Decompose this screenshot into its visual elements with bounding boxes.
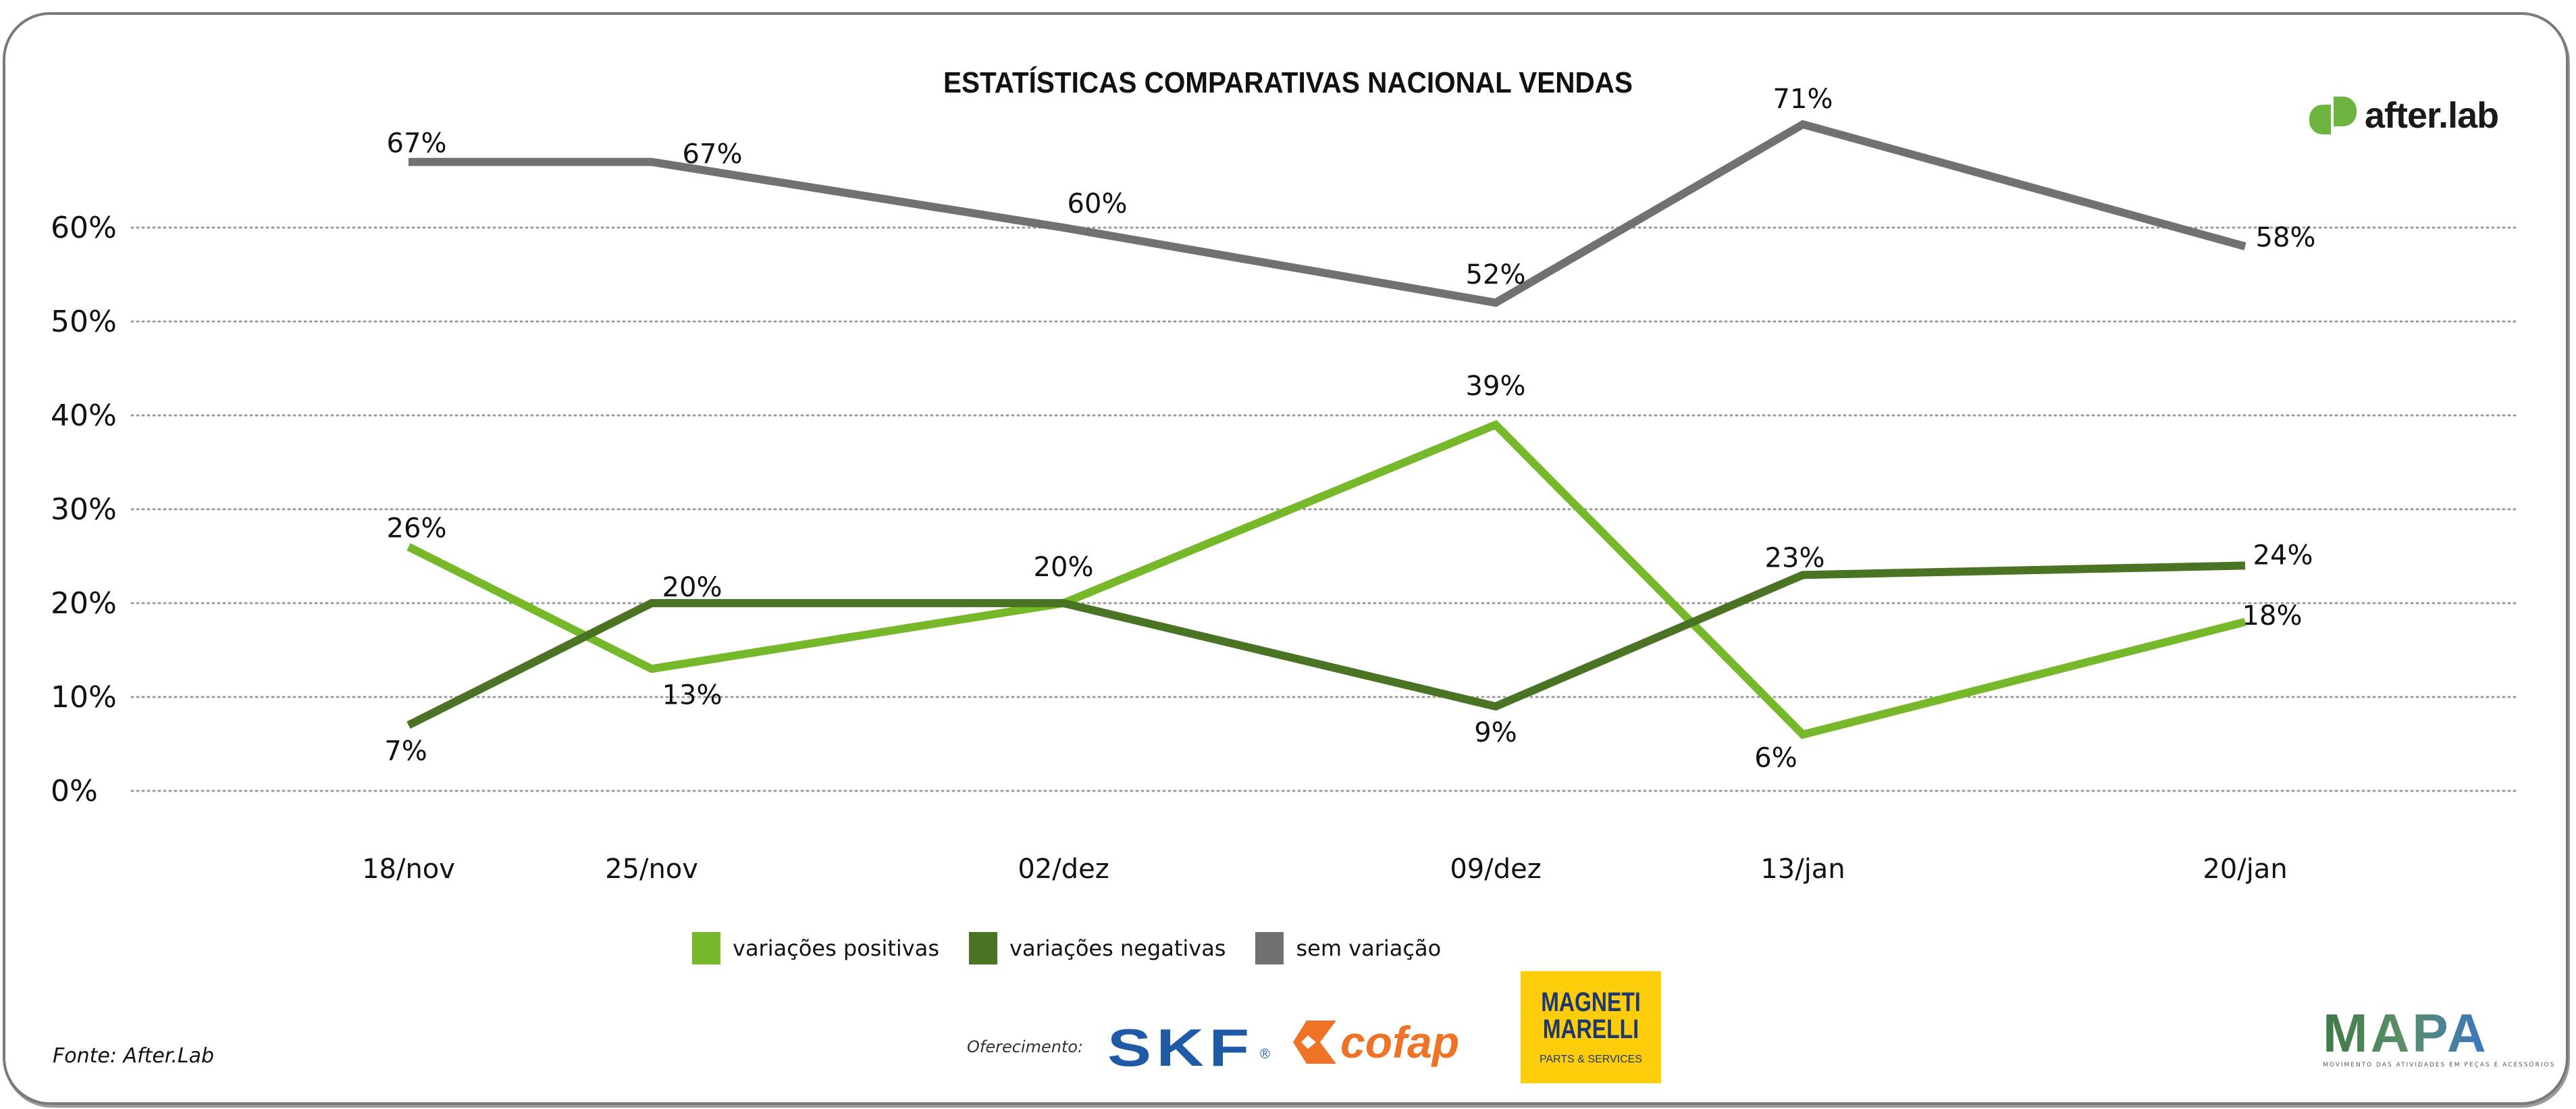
y-tick-label: 50% — [51, 305, 117, 339]
y-tick-label: 60% — [51, 211, 117, 245]
x-tick-label: 09/dez — [1450, 854, 1541, 885]
data-label: 60% — [1068, 188, 1128, 220]
y-tick-label: 20% — [51, 586, 117, 621]
data-label: 71% — [1773, 84, 1833, 115]
magneti-marelli-logo: MAGNETI MARELLI PARTS & SERVICES — [1521, 971, 1661, 1083]
cofap-logo: cofap — [1293, 1016, 1459, 1068]
legend-swatch-negative — [969, 932, 998, 964]
legend: variações positivas variações negativas … — [692, 932, 1471, 964]
data-label: 67% — [683, 139, 743, 170]
data-label: 39% — [1466, 371, 1526, 402]
mapa-logo-subtitle: MOVIMENTO DAS ATIVIDADES EM PEÇAS E ACES… — [2323, 1062, 2556, 1068]
legend-label-negative: variações negativas — [1009, 935, 1226, 961]
marelli-parts-services: PARTS & SERVICES — [1539, 1054, 1643, 1065]
afterlab-logo: after.lab — [2309, 95, 2499, 136]
x-tick-label: 20/jan — [2203, 854, 2287, 885]
x-tick-label: 02/dez — [1018, 854, 1109, 885]
legend-item-positive: variações positivas — [692, 932, 939, 964]
x-axis: 18/nov 25/nov 02/dez 09/dez 13/jan 20/jan — [362, 854, 2288, 885]
marelli-logo-text: MAGNETI MARELLI — [1535, 989, 1647, 1043]
skf-logo: SKF — [1107, 1018, 1255, 1077]
mapa-logo: MAPA MOVIMENTO DAS ATIVIDADES EM PEÇAS E… — [2323, 1006, 2556, 1069]
series-line-1 — [406, 561, 2246, 729]
sponsor-label: Oferecimento: — [967, 1037, 1084, 1056]
y-tick-label: 40% — [51, 398, 117, 433]
data-labels: 26% 13% 20% 39% 6% 18% 7% 20% 9% 23% 24% 67% 67% 60% 5… — [384, 84, 2316, 774]
series-line-0 — [406, 419, 2246, 740]
afterlab-logo-text: after.lab — [2365, 95, 2499, 136]
y-axis: 0% 10% 20% 30% 40% 50% 60% — [51, 211, 117, 808]
cofap-chevron-icon — [1293, 1021, 1336, 1064]
x-tick-label: 13/jan — [1760, 854, 1845, 885]
data-label: 9% — [1474, 717, 1517, 748]
afterlab-logo-icon — [2309, 97, 2357, 134]
marelli-line2: MARELLI — [1542, 1014, 1639, 1044]
source-note: Fonte: After.Lab — [53, 1044, 215, 1068]
grid-lines — [130, 226, 2519, 792]
data-label: 23% — [1765, 542, 1825, 573]
data-label: 20% — [662, 572, 722, 603]
y-tick-label: 30% — [51, 492, 117, 527]
cofap-logo-text: cofap — [1340, 1017, 1460, 1067]
data-label: 20% — [1034, 552, 1094, 583]
y-tick-label: 0% — [51, 774, 98, 808]
y-tick-label: 10% — [51, 680, 117, 715]
mapa-logo-text: MAPA — [2323, 1006, 2555, 1060]
legend-label-positive: variações positivas — [733, 935, 940, 961]
skf-registered-mark: ® — [1260, 1047, 1270, 1062]
data-label: 13% — [662, 679, 722, 711]
x-tick-label: 25/nov — [605, 854, 698, 885]
data-label: 6% — [1754, 743, 1797, 774]
series-line-2 — [409, 120, 2246, 307]
legend-item-negative: variações negativas — [969, 932, 1226, 964]
data-label: 67% — [387, 128, 447, 159]
x-tick-label: 18/nov — [362, 854, 455, 885]
data-label: 24% — [2253, 540, 2313, 571]
marelli-line1: MAGNETI — [1541, 987, 1641, 1017]
data-label: 18% — [2242, 600, 2303, 631]
data-label: 58% — [2256, 222, 2316, 253]
legend-swatch-no-change — [1255, 932, 1284, 964]
chart-title: ESTATÍSTICAS COMPARATIVAS NACIONAL VENDA… — [943, 66, 1633, 99]
data-label: 52% — [1466, 259, 1526, 290]
legend-item-no-change: sem variação — [1255, 932, 1441, 964]
legend-swatch-positive — [692, 932, 720, 964]
data-label: 7% — [384, 736, 427, 767]
legend-label-no-change: sem variação — [1296, 935, 1442, 961]
series-lines — [406, 120, 2246, 740]
data-label: 26% — [387, 513, 447, 544]
